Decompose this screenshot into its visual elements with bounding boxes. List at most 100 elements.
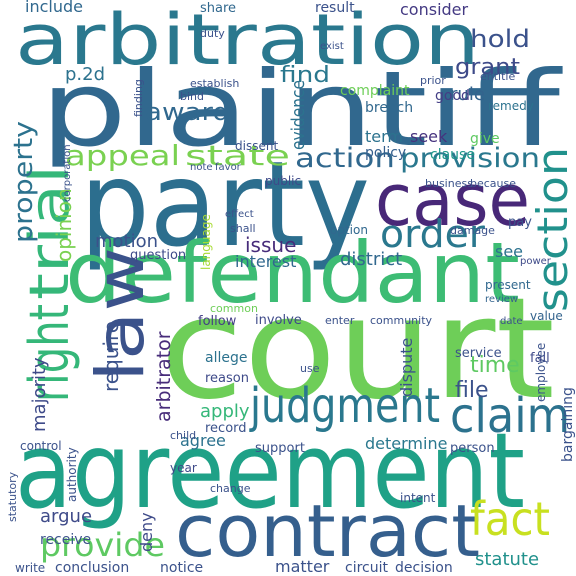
word: plaintiff [40, 48, 563, 170]
word: section [528, 147, 576, 312]
word: exist [320, 41, 344, 52]
word: write [15, 561, 45, 575]
word: motion [95, 231, 158, 252]
word: fail [530, 351, 550, 366]
word: favor [215, 162, 242, 173]
word: interest [235, 252, 296, 271]
word: enter [325, 314, 355, 327]
word: provision [400, 143, 540, 174]
word: grant [455, 55, 520, 80]
word: court [160, 268, 555, 431]
word: agreement [15, 410, 525, 532]
word: conclusion [55, 560, 129, 576]
word: year [170, 461, 197, 475]
word: require [99, 321, 123, 392]
word: present [485, 278, 531, 292]
word: law [82, 247, 159, 382]
word: find [280, 63, 330, 88]
word: include [25, 0, 83, 16]
word: term [365, 127, 403, 146]
word: employee [534, 343, 548, 402]
word: date [500, 316, 523, 327]
word: shall [230, 222, 256, 235]
word: p.2d [65, 64, 105, 85]
word: circuit [345, 560, 388, 576]
word: corporation [62, 144, 73, 202]
word: fact [470, 492, 550, 546]
word: appeal [65, 139, 180, 172]
word: power [520, 256, 552, 267]
word: time [470, 353, 520, 378]
word: argue [40, 506, 92, 527]
word: establish [190, 77, 239, 90]
word: apply [200, 401, 250, 422]
word: effect [225, 209, 254, 220]
word: record [205, 421, 247, 436]
word: question [130, 248, 186, 263]
word: complaint [340, 83, 410, 99]
word: review [485, 294, 518, 305]
word: defendant [65, 224, 520, 322]
word: arbitration [15, 0, 480, 81]
word: bind [180, 90, 204, 103]
word: result [315, 0, 355, 16]
word: award [145, 98, 230, 126]
word: involve [255, 313, 302, 328]
word: duty [200, 27, 225, 40]
word: hold [470, 25, 530, 53]
word: opinion [52, 188, 76, 262]
word: file [455, 378, 489, 403]
word: bargaining [560, 387, 576, 462]
word: control [20, 439, 62, 453]
word: reason [205, 371, 249, 386]
word: good [435, 88, 470, 104]
word: finding [132, 79, 145, 117]
word: consider [400, 0, 469, 19]
word: follow [198, 314, 237, 329]
word: remedy [488, 99, 534, 113]
word: support [255, 441, 305, 456]
word: see [495, 242, 523, 261]
word: prior [420, 74, 446, 87]
word: matter [275, 557, 330, 576]
word: business [425, 177, 473, 190]
word: statutory [6, 471, 19, 522]
word: language [199, 214, 213, 270]
word: because [470, 177, 516, 190]
word: agree [180, 431, 226, 450]
word: statute [475, 549, 539, 570]
word: issue [245, 233, 296, 257]
word: give [470, 131, 500, 147]
word: judgment [249, 378, 440, 434]
word: contract [175, 489, 480, 573]
word: authority [65, 447, 79, 502]
word: person [450, 441, 495, 456]
word: dissent [235, 139, 278, 153]
word: state [185, 139, 290, 172]
word: entitle [480, 70, 515, 83]
word: public [265, 174, 301, 188]
word: notice [160, 560, 203, 576]
word: damage [450, 224, 495, 237]
word: service [455, 346, 502, 361]
word: share [200, 1, 236, 16]
word: common [210, 302, 258, 315]
word: option [330, 223, 368, 237]
word: clause [430, 147, 475, 163]
word: majority [29, 357, 50, 432]
word: note [190, 162, 213, 173]
word: determine [365, 434, 447, 453]
word: allege [205, 350, 247, 366]
word: arbitrator [153, 331, 175, 422]
word: party [80, 135, 370, 273]
word: rule [450, 84, 485, 105]
word: district [340, 249, 402, 270]
word: trial [18, 165, 81, 300]
word: policy [365, 145, 406, 161]
word: pay [508, 215, 532, 230]
word: community [370, 314, 433, 327]
word: receive [40, 532, 91, 548]
word: property [9, 121, 39, 243]
